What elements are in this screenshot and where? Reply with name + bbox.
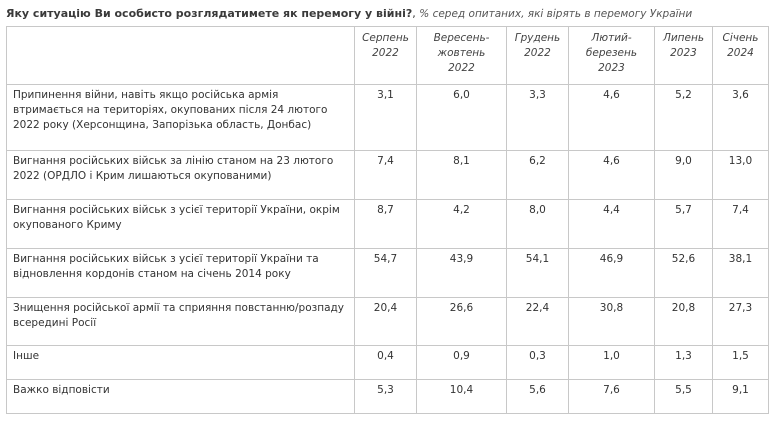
value-cell: 7,4 xyxy=(354,150,417,200)
value-cell: 20,8 xyxy=(654,297,713,346)
value-cell: 0,4 xyxy=(354,345,417,380)
value-cell: 5,6 xyxy=(506,379,569,414)
value-cell: 6,0 xyxy=(416,84,507,151)
value-cell: 9,0 xyxy=(654,150,713,200)
table-row: Вигнання російських військ з усієї терит… xyxy=(6,199,769,249)
row-label: Вигнання російських військ з усієї терит… xyxy=(6,199,355,249)
table-row: Інше 0,4 0,9 0,3 1,0 1,3 1,5 xyxy=(6,345,769,380)
value-cell: 3,1 xyxy=(354,84,417,151)
row-label: Інше xyxy=(6,345,355,380)
row-label: Знищення російської армії та сприяння по… xyxy=(6,297,355,346)
value-cell: 7,4 xyxy=(712,199,769,249)
value-cell: 13,0 xyxy=(712,150,769,200)
value-cell: 9,1 xyxy=(712,379,769,414)
value-cell: 5,2 xyxy=(654,84,713,151)
value-cell: 0,9 xyxy=(416,345,507,380)
value-cell: 1,0 xyxy=(568,345,655,380)
value-cell: 3,3 xyxy=(506,84,569,151)
value-cell: 54,7 xyxy=(354,248,417,298)
value-cell: 4,2 xyxy=(416,199,507,249)
header-empty-cell xyxy=(6,26,355,85)
value-cell: 46,9 xyxy=(568,248,655,298)
value-cell: 8,0 xyxy=(506,199,569,249)
value-cell: 5,7 xyxy=(654,199,713,249)
table-row: Припинення війни, навіть якщо російська … xyxy=(6,84,769,151)
value-cell: 5,3 xyxy=(354,379,417,414)
value-cell: 38,1 xyxy=(712,248,769,298)
row-label: Вигнання російських військ за лінію стан… xyxy=(6,150,355,200)
table-row: Вигнання російських військ за лінію стан… xyxy=(6,150,769,200)
value-cell: 5,5 xyxy=(654,379,713,414)
value-cell: 27,3 xyxy=(712,297,769,346)
table-row: Знищення російської армії та сприяння по… xyxy=(6,297,769,346)
column-header: Грудень 2022 xyxy=(506,26,569,85)
value-cell: 8,7 xyxy=(354,199,417,249)
survey-table: Серпень 2022 Вересень-жовтень 2022 Груде… xyxy=(6,26,769,414)
column-header: Липень 2023 xyxy=(654,26,713,85)
value-cell: 4,4 xyxy=(568,199,655,249)
value-cell: 22,4 xyxy=(506,297,569,346)
value-cell: 52,6 xyxy=(654,248,713,298)
column-header: Січень 2024 xyxy=(712,26,769,85)
table-row: Важко відповісти 5,3 10,4 5,6 7,6 5,5 9,… xyxy=(6,379,769,414)
value-cell: 20,4 xyxy=(354,297,417,346)
value-cell: 7,6 xyxy=(568,379,655,414)
question-text: Яку ситуацію Ви особисто розглядатимете … xyxy=(6,7,413,20)
caption-subtitle: % серед опитаних, які вірять в перемогу … xyxy=(419,8,693,20)
column-header: Серпень 2022 xyxy=(354,26,417,85)
value-cell: 3,6 xyxy=(712,84,769,151)
value-cell: 10,4 xyxy=(416,379,507,414)
row-label: Важко відповісти xyxy=(6,379,355,414)
value-cell: 0,3 xyxy=(506,345,569,380)
table-caption: Яку ситуацію Ви особисто розглядатимете … xyxy=(6,6,766,26)
column-header: Лютий-березень 2023 xyxy=(568,26,655,85)
value-cell: 8,1 xyxy=(416,150,507,200)
value-cell: 1,5 xyxy=(712,345,769,380)
table-header-row: Серпень 2022 Вересень-жовтень 2022 Груде… xyxy=(6,26,769,85)
value-cell: 30,8 xyxy=(568,297,655,346)
question-suffix: , xyxy=(412,7,416,20)
value-cell: 1,3 xyxy=(654,345,713,380)
value-cell: 6,2 xyxy=(506,150,569,200)
value-cell: 54,1 xyxy=(506,248,569,298)
value-cell: 26,6 xyxy=(416,297,507,346)
table-row: Вигнання російських військ з усієї терит… xyxy=(6,248,769,298)
value-cell: 43,9 xyxy=(416,248,507,298)
row-label: Припинення війни, навіть якщо російська … xyxy=(6,84,355,151)
value-cell: 4,6 xyxy=(568,84,655,151)
row-label: Вигнання російських військ з усієї терит… xyxy=(6,248,355,298)
column-header: Вересень-жовтень 2022 xyxy=(416,26,507,85)
value-cell: 4,6 xyxy=(568,150,655,200)
